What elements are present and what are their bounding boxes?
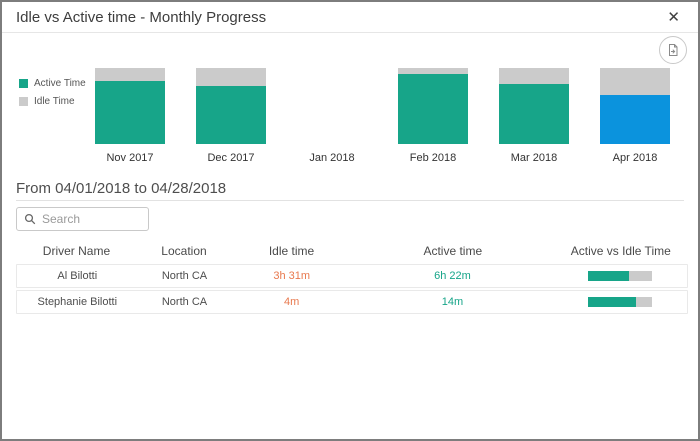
close-icon[interactable]: ✕: [663, 8, 684, 27]
active-time-cell: 14m: [441, 296, 464, 308]
bar-stack[interactable]: [600, 68, 670, 144]
idle-time-segment[interactable]: [499, 68, 569, 84]
active-vs-idle-bar-fill: [587, 297, 636, 307]
search-icon: [24, 213, 36, 225]
bar-category-label: Apr 2018: [612, 152, 658, 164]
col-header-idle-time: Idle time: [268, 243, 315, 258]
driver-name-cell: Al Bilotti: [57, 270, 98, 282]
location-cell: North CA: [161, 296, 208, 308]
idle-time-segment[interactable]: [600, 68, 670, 95]
active-vs-idle-bar: [587, 297, 652, 307]
dialog-title: Idle vs Active time - Monthly Progress: [16, 8, 267, 26]
bar-chart[interactable]: Nov 2017 Dec 2017 Jan 2018 Feb 2018 Mar 2018…: [95, 68, 670, 164]
bar-stack[interactable]: [297, 68, 367, 144]
legend-label: Idle Time: [34, 96, 75, 107]
active-vs-idle-bar: [587, 271, 652, 281]
table-header-row: Driver Name Location Idle time Active ti…: [16, 241, 688, 260]
active-time-cell: 6h 22m: [434, 270, 471, 282]
table-row[interactable]: Stephanie Bilotti North CA 4m 14m: [16, 290, 688, 314]
export-image-icon: [666, 43, 680, 57]
bar-category-label: Feb 2018: [409, 152, 457, 164]
col-header-active-vs-idle: Active vs Idle Time: [570, 243, 671, 258]
idle-time-segment[interactable]: [95, 68, 165, 81]
legend-swatch-icon: [19, 97, 28, 106]
legend-label: Active Time: [34, 78, 86, 89]
bar-stack[interactable]: [196, 68, 266, 144]
active-vs-idle-bar-fill: [587, 271, 629, 281]
export-chart-button[interactable]: [659, 36, 687, 64]
dialog-header: Idle vs Active time - Monthly Progress ✕: [2, 2, 698, 33]
bar-category-label: Mar 2018: [510, 152, 558, 164]
bar-stack[interactable]: [499, 68, 569, 144]
active-time-segment[interactable]: [600, 95, 670, 144]
active-time-segment[interactable]: [196, 86, 266, 144]
active-vs-idle-cell: [553, 271, 687, 281]
bar-category-label: Nov 2017: [106, 152, 154, 164]
bar-category-label: Jan 2018: [309, 152, 355, 164]
bar-column[interactable]: Apr 2018: [600, 68, 670, 164]
active-time-segment[interactable]: [398, 74, 468, 144]
table-row[interactable]: Al Bilotti North CA 3h 31m 6h 22m: [16, 264, 688, 288]
chart-legend: Active Time Idle Time: [19, 78, 86, 107]
bar-column[interactable]: Nov 2017: [95, 68, 165, 164]
bar-column[interactable]: Jan 2018: [297, 68, 367, 164]
bar-stack[interactable]: [398, 68, 468, 144]
bar-category-label: Dec 2017: [207, 152, 255, 164]
col-header-location: Location: [161, 243, 207, 258]
col-header-active-time: Active time: [423, 243, 483, 258]
active-time-segment[interactable]: [95, 81, 165, 144]
legend-item[interactable]: Idle Time: [19, 96, 86, 107]
active-vs-idle-cell: [553, 297, 687, 307]
drivers-table: Driver Name Location Idle time Active ti…: [16, 241, 688, 316]
active-time-segment[interactable]: [499, 84, 569, 144]
period-divider: [16, 200, 684, 201]
legend-swatch-icon: [19, 79, 28, 88]
location-cell: North CA: [161, 270, 208, 282]
search-box[interactable]: [16, 207, 149, 231]
legend-item[interactable]: Active Time: [19, 78, 86, 89]
driver-name-cell: Stephanie Bilotti: [37, 296, 118, 308]
bar-column[interactable]: Feb 2018: [398, 68, 468, 164]
table-body: Al Bilotti North CA 3h 31m 6h 22m Stephanie …: [16, 264, 688, 314]
idle-time-cell: 3h 31m: [273, 270, 311, 282]
search-input[interactable]: [42, 212, 141, 226]
bar-stack[interactable]: [95, 68, 165, 144]
col-header-driver-name: Driver Name: [42, 243, 111, 258]
bar-column[interactable]: Mar 2018: [499, 68, 569, 164]
period-label: From 04/01/2018 to 04/28/2018: [16, 180, 227, 197]
idle-time-cell: 4m: [284, 296, 300, 308]
bar-column[interactable]: Dec 2017: [196, 68, 266, 164]
idle-time-segment[interactable]: [196, 68, 266, 86]
idle-time-segment[interactable]: [398, 68, 468, 74]
